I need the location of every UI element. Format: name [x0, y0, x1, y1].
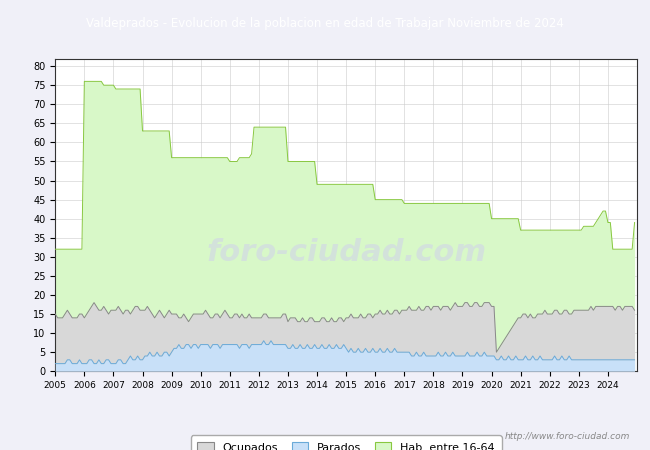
Text: http://www.foro-ciudad.com: http://www.foro-ciudad.com: [505, 432, 630, 441]
Text: Valdeprados - Evolucion de la poblacion en edad de Trabajar Noviembre de 2024: Valdeprados - Evolucion de la poblacion …: [86, 17, 564, 30]
Text: foro-ciudad.com: foro-ciudad.com: [206, 238, 486, 267]
Legend: Ocupados, Parados, Hab. entre 16-64: Ocupados, Parados, Hab. entre 16-64: [190, 436, 502, 450]
